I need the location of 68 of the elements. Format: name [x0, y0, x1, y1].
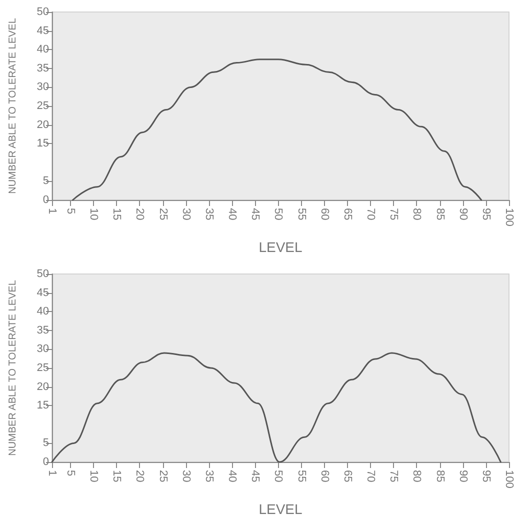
x-tick-label: 85: [434, 208, 446, 220]
y-tick-label: 30: [36, 343, 49, 356]
y-tick-label: 20: [36, 118, 49, 131]
x-tick-label: 1: [46, 470, 58, 476]
x-tick-label: 15: [110, 208, 123, 220]
x-tick-label: 75: [388, 208, 400, 220]
x-tick-label: 25: [156, 470, 169, 482]
x-tick-label: 80: [410, 470, 423, 482]
x-tick-label: 50: [272, 470, 284, 482]
x-tick-label: 90: [456, 208, 469, 220]
x-tick-label: 95: [480, 470, 492, 482]
x-tick-label: 80: [410, 208, 423, 220]
x-tick-label: 5: [64, 470, 76, 476]
y-tick-label: 35: [36, 62, 49, 74]
y-tick-label: 5: [42, 175, 49, 188]
y-tick-label: 50: [36, 268, 49, 280]
x-tick-label: 15: [110, 470, 123, 482]
x-tick-label: 1: [46, 208, 58, 214]
y-tick-label: 45: [36, 24, 49, 37]
y-tick-label: 25: [36, 100, 49, 112]
x-tick-label: 5: [64, 208, 76, 214]
x-tick-label: 25: [156, 208, 169, 220]
y-tick-label: 30: [36, 81, 49, 94]
y-tick-label: 0: [42, 194, 49, 206]
x-tick-label: 40: [226, 208, 238, 220]
x-tick-label: 30: [180, 208, 192, 220]
y-tick-label: 15: [36, 400, 49, 412]
x-tick-label: 40: [226, 470, 238, 482]
y-tick-label: 50: [36, 6, 49, 18]
y-axis-title: NUMBER ABLE TO TOLERATE LEVEL: [8, 280, 18, 456]
x-tick-label: 55: [295, 470, 308, 482]
x-tick-label: 10: [88, 208, 100, 220]
y-tick-label: 15: [36, 138, 49, 150]
x-tick-label: 35: [202, 470, 215, 482]
x-tick-label: 55: [295, 208, 308, 220]
y-axis-title: NUMBER ABLE TO TOLERATE LEVEL: [8, 18, 18, 194]
x-tick-label: 100: [503, 208, 515, 226]
y-tick-label: 5: [42, 437, 49, 450]
x-tick-label: 75: [388, 470, 400, 482]
x-tick-label: 35: [202, 208, 215, 220]
y-tick-label: 0: [42, 456, 49, 468]
y-tick-label: 35: [36, 324, 49, 336]
x-tick-label: 70: [364, 208, 377, 220]
x-axis-title: LEVEL: [258, 239, 303, 255]
x-tick-label: 90: [456, 470, 469, 482]
x-tick-label: 45: [249, 208, 262, 220]
x-tick-label: 60: [318, 470, 330, 482]
x-tick-label: 65: [341, 208, 354, 220]
y-tick-label: 40: [36, 44, 49, 56]
x-tick-label: 30: [180, 470, 192, 482]
y-tick-label: 45: [36, 286, 49, 299]
x-tick-label: 20: [134, 470, 146, 482]
y-tick-label: 20: [36, 380, 49, 393]
x-tick-label: 85: [434, 470, 446, 482]
x-tick-label: 45: [249, 470, 262, 482]
x-tick-label: 50: [272, 208, 284, 220]
x-tick-label: 100: [503, 470, 515, 488]
line-series: [51, 352, 502, 463]
x-tick-label: 20: [134, 208, 146, 220]
x-tick-label: 65: [341, 470, 354, 482]
x-tick-label: 10: [88, 470, 100, 482]
x-axis-title: LEVEL: [258, 501, 303, 517]
x-tick-label: 60: [318, 208, 330, 220]
y-tick-label: 40: [36, 306, 49, 318]
line-series: [72, 58, 482, 201]
x-tick-label: 95: [480, 208, 492, 220]
y-tick-label: 25: [36, 362, 49, 374]
x-tick-label: 70: [364, 470, 377, 482]
